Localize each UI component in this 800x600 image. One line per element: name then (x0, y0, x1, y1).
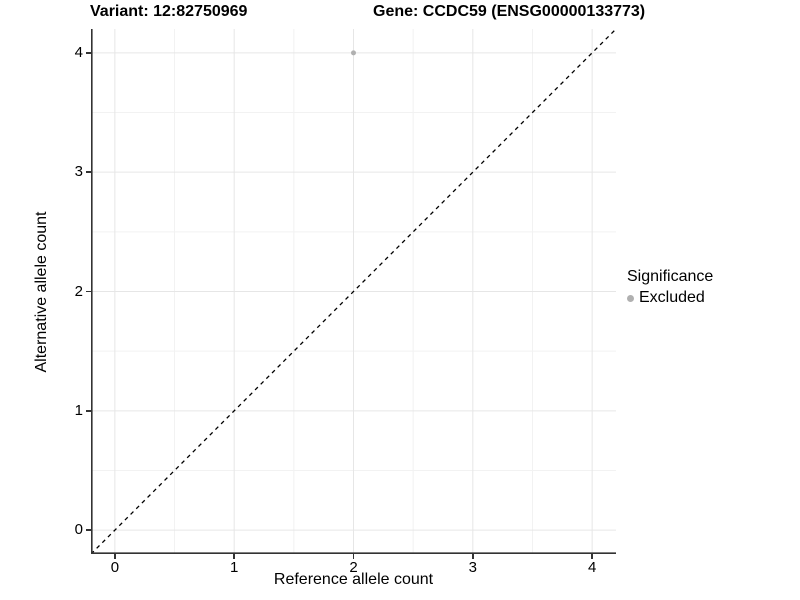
x-tick-label: 3 (468, 559, 477, 576)
y-tick-label: 3 (74, 163, 83, 181)
x-tick-label: 2 (349, 559, 358, 576)
y-tick-label: 1 (74, 401, 83, 419)
data-point (351, 50, 356, 56)
x-axis-title: Reference allele count (273, 571, 434, 588)
variant-title: Variant: 12:82750969 (90, 3, 248, 20)
y-tick-label: 4 (74, 43, 83, 61)
y-tick-mark (86, 52, 91, 54)
gene-title: Gene: CCDC59 (ENSG00000133773) (373, 3, 646, 20)
y-tick-mark (86, 410, 91, 412)
x-tick-mark (591, 554, 593, 559)
x-tick-mark (114, 554, 116, 559)
y-tick-mark (86, 171, 91, 173)
x-tick-label: 4 (587, 559, 597, 576)
y-tick-label: 0 (74, 521, 83, 539)
plot-canvas (91, 29, 616, 554)
identity-reference-line (91, 29, 616, 554)
x-tick-mark (352, 554, 355, 559)
legend-label: Excluded (639, 289, 705, 306)
x-tick-label: 0 (110, 559, 120, 576)
y-tick-label: 2 (74, 282, 83, 300)
x-tick-mark (233, 554, 235, 559)
legend-items: Excluded (627, 289, 713, 307)
legend-item-excluded: Excluded (627, 289, 713, 307)
x-tick-mark (472, 554, 474, 559)
legend-title: Significance (627, 268, 714, 285)
y-tick-mark (86, 290, 91, 293)
x-tick-label: 1 (230, 559, 239, 576)
legend-key-dot (627, 294, 634, 302)
plot-panel (91, 29, 616, 554)
y-tick-mark (86, 529, 91, 531)
legend: Significance Excluded (627, 268, 713, 307)
y-axis-title: Alternative allele count (33, 211, 50, 373)
